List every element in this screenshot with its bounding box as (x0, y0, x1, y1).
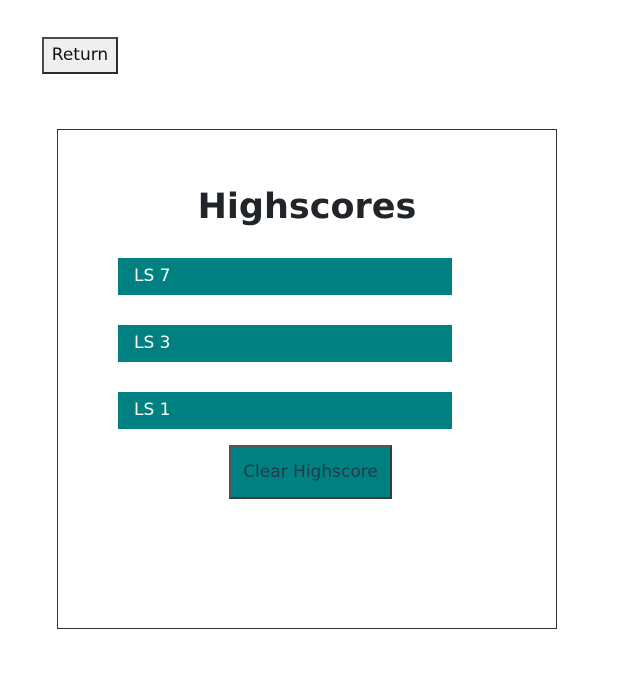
return-button[interactable]: Return (42, 37, 118, 74)
highscore-item: LS 7 (118, 258, 452, 295)
highscore-item: LS 1 (118, 392, 452, 429)
highscores-panel: Highscores LS 7 LS 3 LS 1 Clear Highscor… (57, 129, 557, 629)
page-title: Highscores (197, 187, 417, 227)
highscore-item: LS 3 (118, 325, 452, 362)
clear-highscore-button[interactable]: Clear Highscore (229, 445, 392, 499)
